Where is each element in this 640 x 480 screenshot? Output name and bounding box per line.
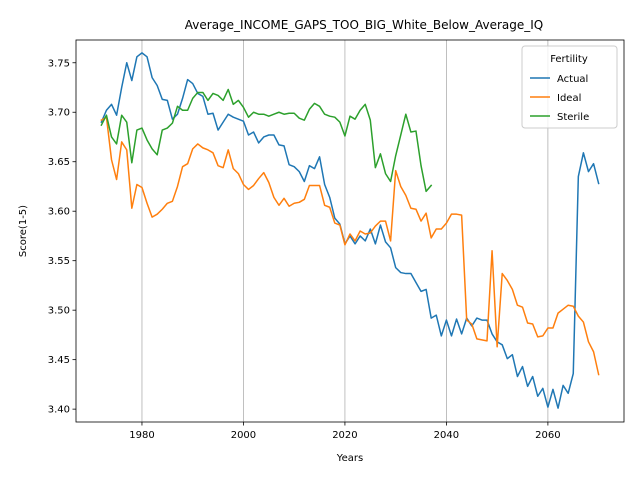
y-axis-ticks: 3.40 3.45 3.50 3.55 3.60 3.65 3.70 3.75	[48, 58, 76, 416]
y-tick-label: 3.40	[48, 405, 70, 416]
y-tick-label: 3.60	[48, 207, 70, 218]
x-axis-label: Years	[336, 453, 363, 464]
y-tick-label: 3.50	[48, 306, 70, 317]
y-tick-label: 3.55	[48, 256, 70, 267]
legend-label-sterile: Sterile	[557, 112, 589, 123]
y-axis-label: Score(1-5)	[18, 205, 29, 257]
legend-label-ideal: Ideal	[557, 93, 581, 104]
y-tick-label: 3.45	[48, 355, 70, 366]
legend-title: Fertility	[550, 54, 588, 65]
legend: Fertility Actual Ideal Sterile	[521, 45, 618, 129]
series-line-actual	[100, 52, 600, 409]
x-tick-label: 1980	[129, 430, 154, 441]
series-line-ideal	[100, 116, 600, 376]
x-tick-label: 2000	[231, 430, 256, 441]
series-line-sterile	[100, 88, 433, 193]
x-tick-label: 2040	[434, 430, 459, 441]
series-lines	[100, 52, 600, 409]
y-tick-label: 3.75	[48, 58, 70, 69]
x-axis-ticks: 1980 2000 2020 2040 2060	[129, 422, 561, 441]
x-tick-label: 2020	[332, 430, 357, 441]
grid	[141, 40, 549, 422]
x-tick-label: 2060	[535, 430, 560, 441]
legend-label-actual: Actual	[557, 74, 588, 85]
chart-title: Average_INCOME_GAPS_TOO_BIG_White_Below_…	[185, 18, 543, 32]
legend-box	[521, 45, 618, 129]
plot-frame	[75, 39, 625, 423]
y-tick-label: 3.70	[48, 108, 70, 119]
y-tick-label: 3.65	[48, 157, 70, 168]
